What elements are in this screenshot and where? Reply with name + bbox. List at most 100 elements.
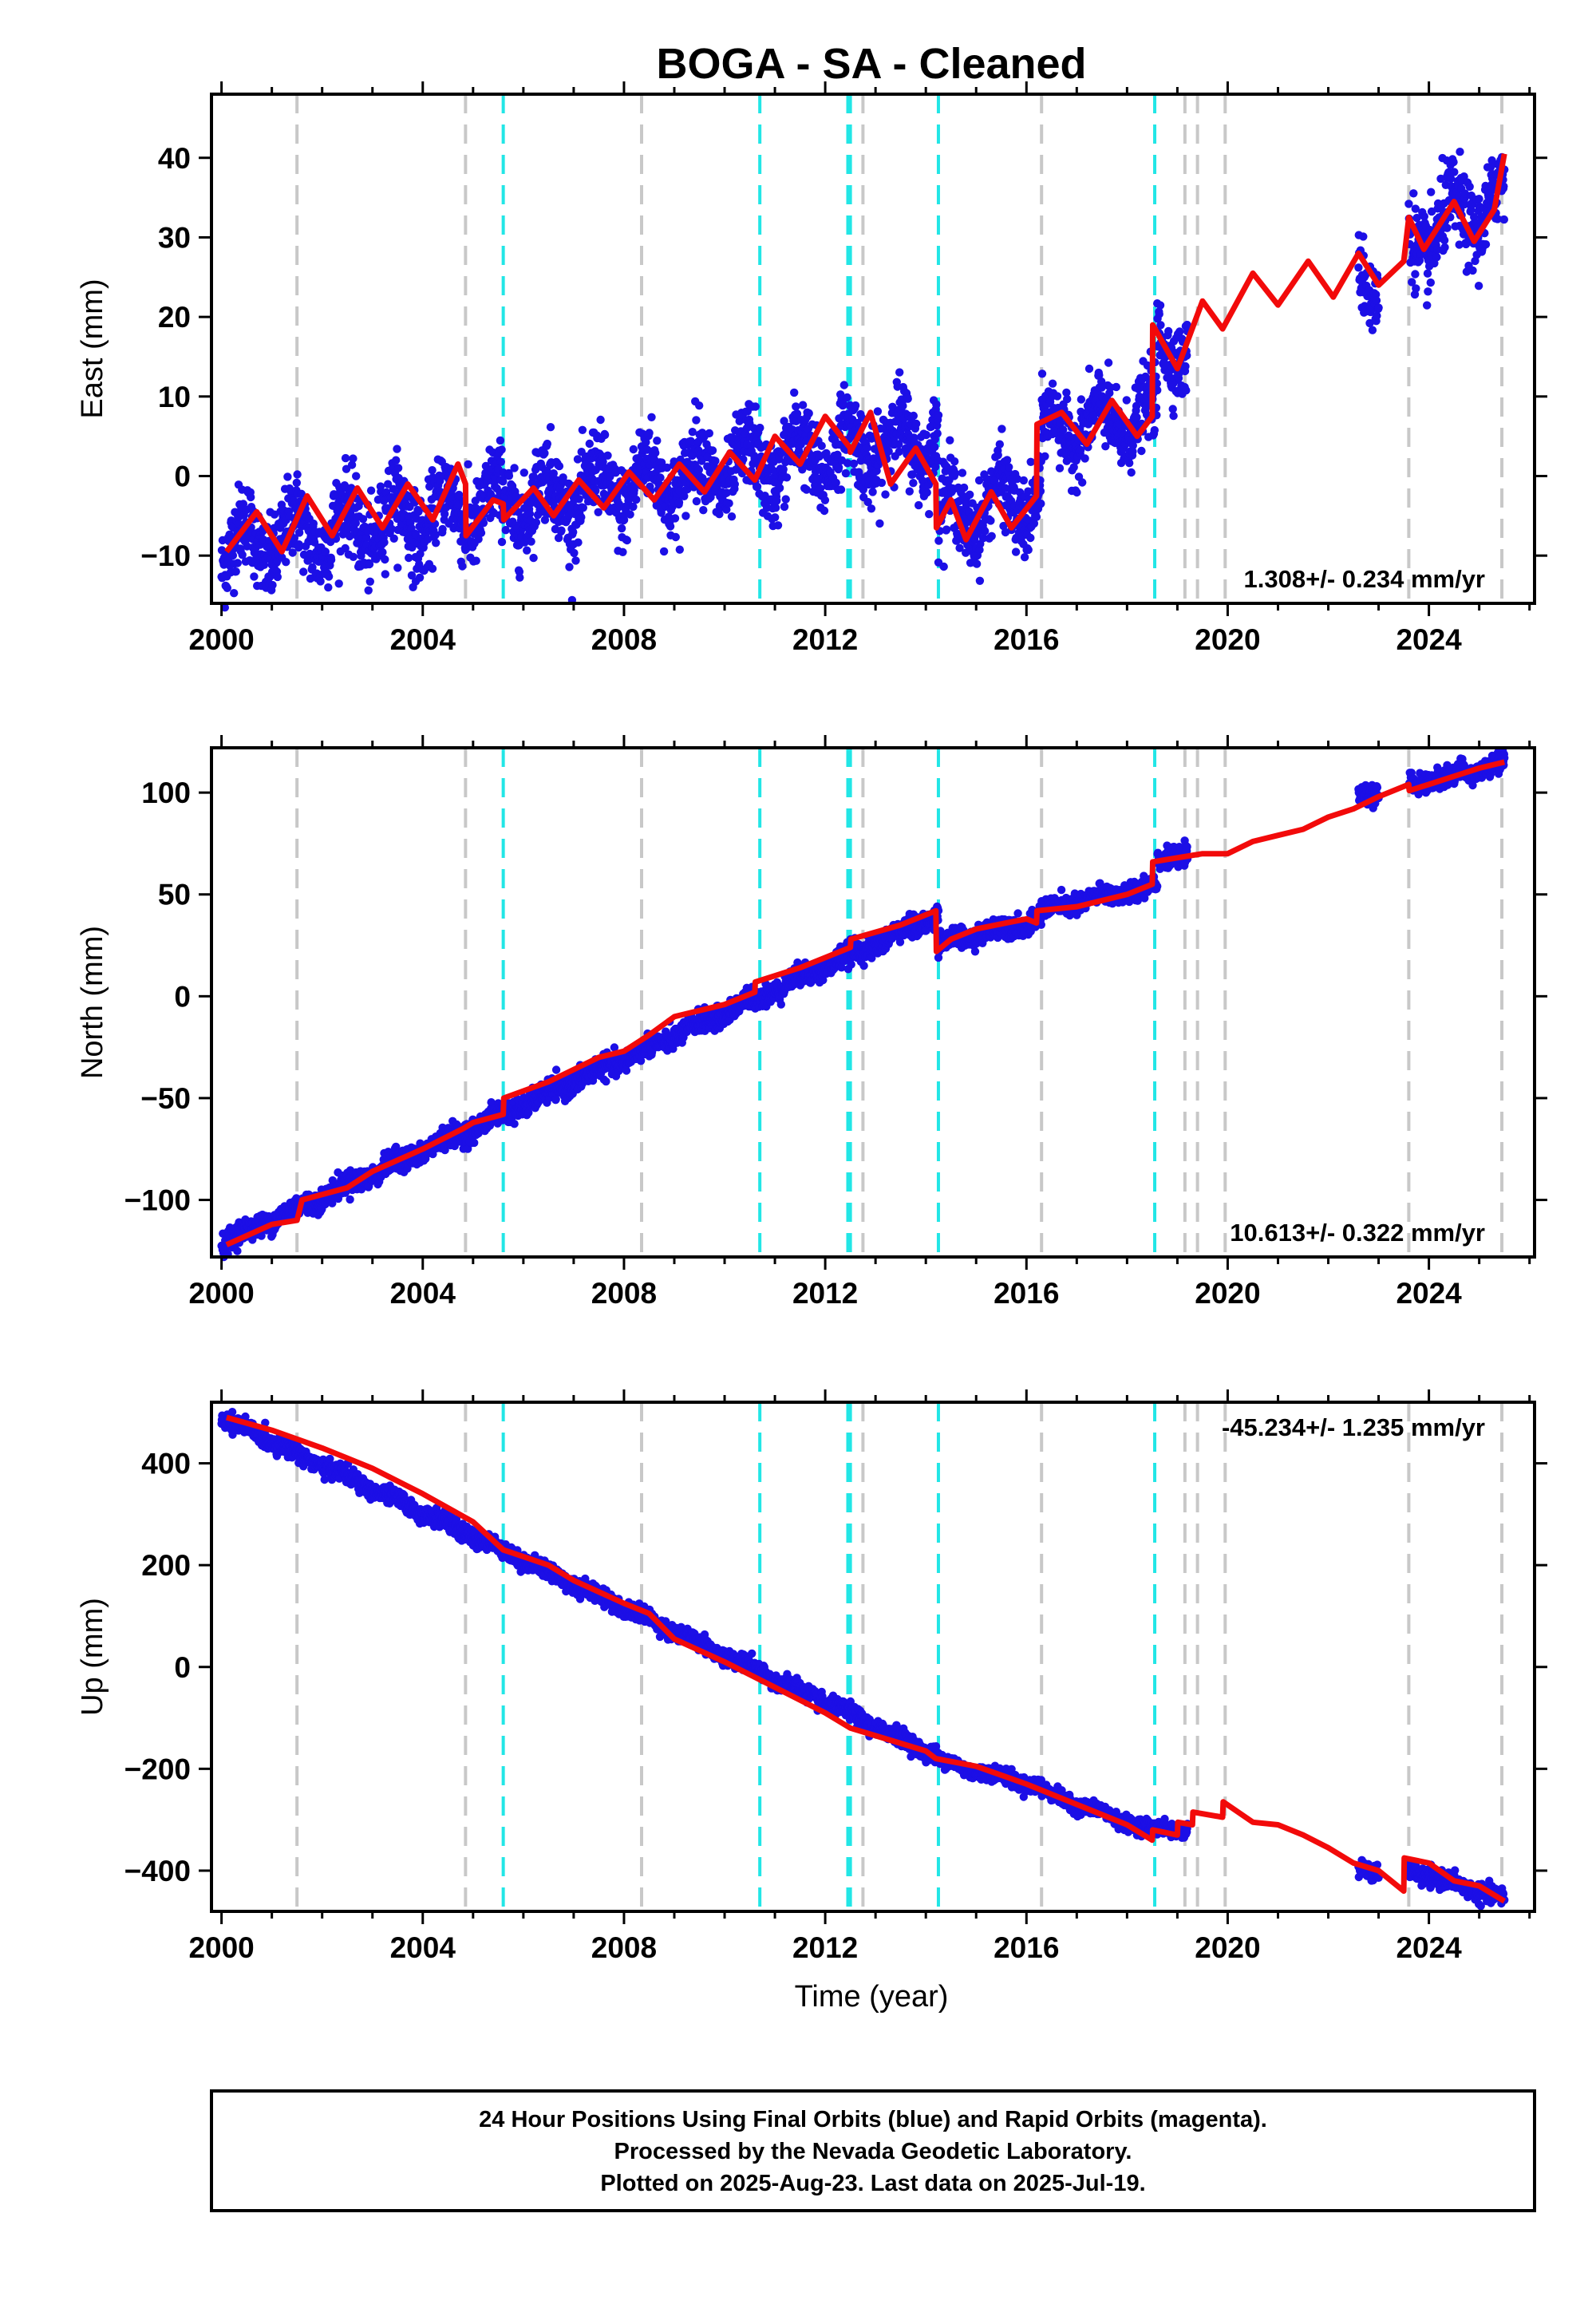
observation-point <box>496 457 505 466</box>
observation-point <box>1026 533 1035 543</box>
observation-point <box>389 534 398 543</box>
observation-point <box>942 525 951 534</box>
observation-point <box>1169 411 1178 421</box>
observation-point <box>617 524 626 533</box>
observation-point <box>1020 553 1029 562</box>
observation-point <box>946 436 954 445</box>
observation-point <box>934 411 943 420</box>
observation-point <box>670 514 680 523</box>
observation-point <box>1055 464 1065 472</box>
observation-point <box>922 430 931 440</box>
observation-point <box>1077 395 1086 404</box>
x-tick-label: 2016 <box>994 623 1059 656</box>
observation-point <box>546 423 555 432</box>
observation-point <box>233 559 242 567</box>
observation-point <box>238 551 247 559</box>
observation-point <box>966 490 974 499</box>
observation-point <box>1032 512 1041 521</box>
observation-point <box>1053 392 1062 401</box>
x-tick-label: 2008 <box>591 623 657 656</box>
observation-point <box>645 429 654 437</box>
observation-point <box>1002 456 1012 464</box>
observation-point <box>531 518 541 527</box>
observation-point <box>653 437 662 445</box>
observation-point <box>986 516 995 525</box>
y-tick-label: 30 <box>158 221 191 254</box>
observation-point <box>578 425 587 434</box>
observation-point <box>1048 379 1057 388</box>
observation-point <box>380 538 389 547</box>
observation-point <box>233 1247 242 1255</box>
observation-point <box>366 486 376 495</box>
observation-point <box>392 456 401 464</box>
observation-point <box>512 492 521 501</box>
observation-point <box>1155 310 1163 318</box>
observation-point <box>1423 301 1432 310</box>
observation-point <box>1427 188 1436 196</box>
observation-point <box>1359 232 1368 241</box>
observation-point <box>618 547 627 556</box>
observation-point <box>629 502 638 512</box>
observation-point <box>569 528 578 536</box>
observation-point <box>708 446 717 455</box>
observation-point <box>324 583 333 592</box>
observation-point <box>790 388 799 397</box>
observation-point <box>1468 266 1477 275</box>
observation-point <box>695 401 704 410</box>
observation-point <box>393 464 403 472</box>
observation-point <box>383 480 393 488</box>
observation-point <box>351 519 360 528</box>
observation-point <box>1182 386 1191 395</box>
observation-point <box>656 473 665 482</box>
observation-point <box>753 482 762 491</box>
observation-point <box>476 528 486 537</box>
observation-point <box>497 537 507 547</box>
observation-point <box>529 553 538 563</box>
observation-point <box>602 1077 610 1086</box>
observation-point <box>1026 457 1035 466</box>
observation-point <box>438 524 447 534</box>
observation-point <box>416 549 425 559</box>
observation-point <box>798 401 808 409</box>
observation-point <box>555 461 564 471</box>
observation-point <box>365 577 374 586</box>
observation-point <box>834 463 843 472</box>
observation-point <box>705 429 713 438</box>
observation-point <box>1037 499 1045 508</box>
observation-point <box>756 423 764 433</box>
observation-point <box>1423 269 1432 278</box>
observation-point <box>715 510 724 519</box>
observation-point <box>692 416 701 425</box>
observation-point <box>309 519 318 528</box>
observation-point <box>1063 394 1072 404</box>
observation-point <box>594 508 602 516</box>
observation-point <box>362 533 371 542</box>
observation-point <box>1409 189 1418 198</box>
x-tick-label: 2020 <box>1195 623 1260 656</box>
observation-point <box>981 527 990 536</box>
observation-point <box>294 528 304 537</box>
observation-point <box>863 443 872 453</box>
observation-point <box>939 562 948 571</box>
observation-point <box>549 469 558 478</box>
observation-point <box>471 496 480 505</box>
observation-point <box>772 496 781 505</box>
observation-point <box>730 480 739 488</box>
observation-point <box>273 572 282 582</box>
y-tick-label: 10 <box>158 381 191 413</box>
observation-point <box>364 586 373 595</box>
observation-point <box>711 456 720 465</box>
observation-point <box>1432 253 1441 262</box>
observation-point <box>839 381 849 389</box>
observation-point <box>381 570 389 579</box>
observation-point <box>481 461 491 471</box>
observation-point <box>994 451 1002 460</box>
observation-point <box>998 425 1006 433</box>
observation-point <box>1481 240 1491 249</box>
observation-point <box>868 488 877 496</box>
observation-point <box>308 563 317 572</box>
observation-point <box>431 530 440 539</box>
y-tick-label: 0 <box>174 460 191 493</box>
observation-point <box>727 512 737 521</box>
observation-point <box>585 439 594 449</box>
